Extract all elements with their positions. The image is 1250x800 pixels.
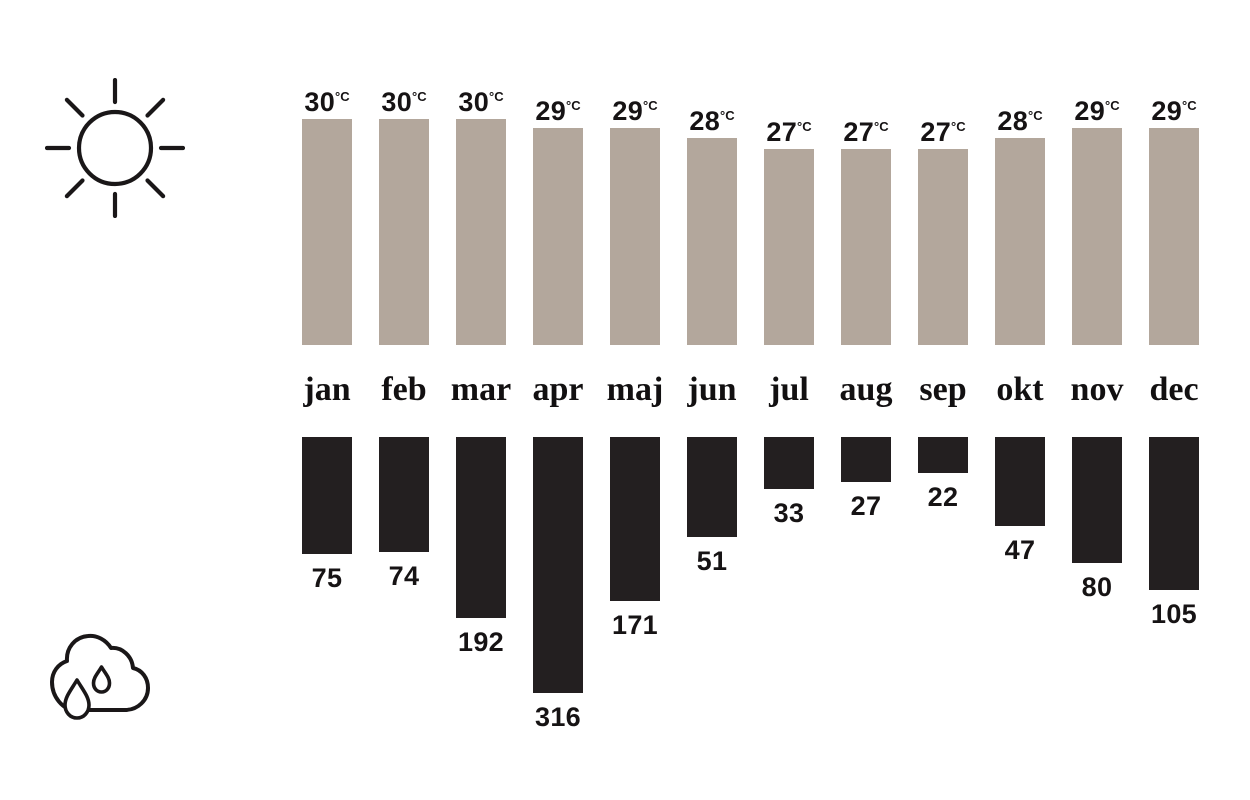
temp-bar-feb	[379, 119, 429, 345]
degree-celsius-suffix: °C	[489, 89, 504, 104]
temp-number: 27	[920, 117, 952, 147]
precip-value-nov: 80	[1081, 572, 1113, 602]
precip-bar-jul	[764, 437, 814, 489]
temp-number: 29	[612, 96, 644, 126]
temp-value-feb: 30°C	[359, 81, 449, 117]
precip-value-jul: 33	[773, 498, 805, 528]
month-label-sep: sep	[919, 371, 967, 408]
precip-bar-jun	[687, 437, 737, 537]
temp-value-maj: 29°C	[590, 90, 680, 126]
temp-value-jul: 27°C	[744, 111, 834, 147]
month-label-okt: okt	[996, 371, 1044, 408]
temp-number: 27	[766, 117, 798, 147]
sun-icon	[45, 78, 185, 218]
degree-celsius-suffix: °C	[412, 89, 427, 104]
precip-bar-okt	[995, 437, 1045, 526]
precip-value-okt: 47	[1004, 535, 1036, 565]
temp-bar-maj	[610, 128, 660, 345]
month-label-jun: jun	[687, 371, 737, 408]
month-label-apr: apr	[532, 371, 584, 408]
month-label-aug: aug	[839, 371, 893, 408]
temp-value-mar: 30°C	[436, 81, 526, 117]
precip-value-dec: 105	[1151, 599, 1197, 629]
month-label-dec: dec	[1149, 371, 1199, 408]
precip-bar-nov	[1072, 437, 1122, 563]
temp-value-dec: 29°C	[1129, 90, 1219, 126]
rain-cloud-icon	[50, 633, 150, 720]
temp-number: 30	[381, 87, 413, 117]
precip-value-jun: 51	[696, 546, 728, 576]
temp-bar-jul	[764, 149, 814, 345]
temp-bar-jun	[687, 138, 737, 345]
temp-bar-okt	[995, 138, 1045, 345]
temp-value-sep: 27°C	[898, 111, 988, 147]
degree-celsius-suffix: °C	[643, 98, 658, 113]
temp-bar-jan	[302, 119, 352, 345]
month-label-jul: jul	[769, 371, 809, 408]
temp-number: 30	[304, 87, 336, 117]
temp-bar-aug	[841, 149, 891, 345]
temp-number: 27	[843, 117, 875, 147]
temp-value-okt: 28°C	[975, 100, 1065, 136]
precip-value-apr: 316	[535, 702, 581, 732]
raindrop-large-icon	[63, 678, 91, 720]
cloud-outline	[50, 633, 150, 712]
degree-celsius-suffix: °C	[1105, 98, 1120, 113]
temp-number: 28	[997, 106, 1029, 136]
precip-bar-sep	[918, 437, 968, 473]
raindrop-small-icon	[91, 665, 112, 694]
precip-value-mar: 192	[458, 627, 504, 657]
temp-bar-apr	[533, 128, 583, 345]
temp-number: 28	[689, 106, 721, 136]
temp-bar-mar	[456, 119, 506, 345]
precip-bar-jan	[302, 437, 352, 554]
degree-celsius-suffix: °C	[797, 119, 812, 134]
temp-value-jun: 28°C	[667, 100, 757, 136]
degree-celsius-suffix: °C	[720, 108, 735, 123]
degree-celsius-suffix: °C	[1182, 98, 1197, 113]
degree-celsius-suffix: °C	[335, 89, 350, 104]
degree-celsius-suffix: °C	[566, 98, 581, 113]
month-label-jan: jan	[303, 371, 351, 408]
temp-value-aug: 27°C	[821, 111, 911, 147]
precip-value-feb: 74	[388, 561, 420, 591]
temp-number: 29	[535, 96, 567, 126]
month-label-nov: nov	[1070, 371, 1124, 408]
degree-celsius-suffix: °C	[951, 119, 966, 134]
precip-bar-aug	[841, 437, 891, 482]
month-label-feb: feb	[381, 371, 427, 408]
temp-bar-dec	[1149, 128, 1199, 345]
precip-bar-maj	[610, 437, 660, 601]
precip-value-maj: 171	[612, 610, 658, 640]
precip-bar-apr	[533, 437, 583, 693]
precip-bar-mar	[456, 437, 506, 618]
precip-bar-feb	[379, 437, 429, 552]
degree-celsius-suffix: °C	[874, 119, 889, 134]
degree-celsius-suffix: °C	[1028, 108, 1043, 123]
temp-value-nov: 29°C	[1052, 90, 1142, 126]
precip-value-aug: 27	[850, 491, 882, 521]
temp-number: 29	[1074, 96, 1106, 126]
temp-value-jan: 30°C	[282, 81, 372, 117]
temp-bar-sep	[918, 149, 968, 345]
temp-number: 30	[458, 87, 490, 117]
temp-bar-nov	[1072, 128, 1122, 345]
month-label-maj: maj	[606, 371, 664, 408]
month-label-mar: mar	[450, 371, 512, 408]
temp-number: 29	[1151, 96, 1183, 126]
precip-bar-dec	[1149, 437, 1199, 590]
temp-value-apr: 29°C	[513, 90, 603, 126]
precip-value-sep: 22	[927, 482, 959, 512]
precip-value-jan: 75	[311, 563, 343, 593]
